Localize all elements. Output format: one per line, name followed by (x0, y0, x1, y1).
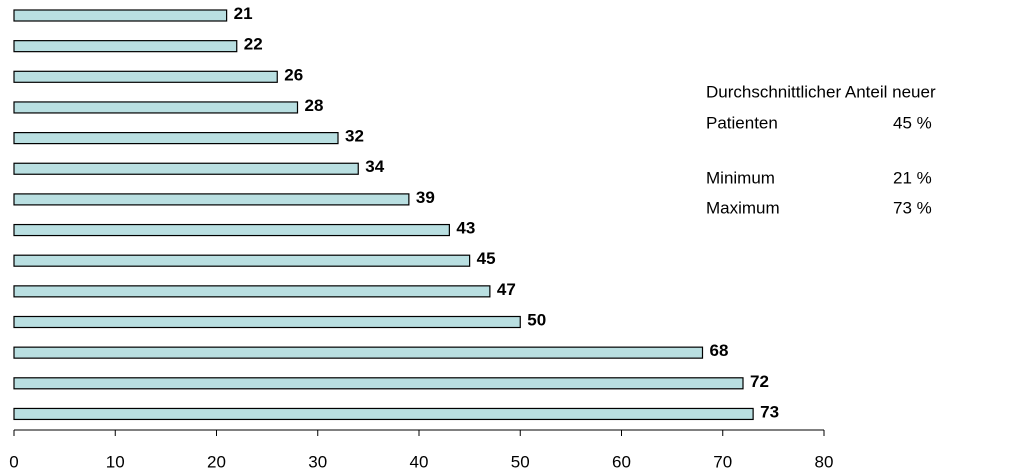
bar (13, 315, 521, 329)
value-label: 22 (244, 35, 263, 54)
annotation-value: 73 % (893, 198, 932, 217)
value-label: 28 (305, 96, 324, 115)
bar (13, 132, 339, 145)
value-label: 45 (477, 249, 496, 268)
value-label: 47 (497, 280, 516, 299)
x-tick-label: 0 (9, 452, 18, 471)
x-tick-label: 10 (106, 452, 125, 471)
annotation-value: 21 % (893, 168, 932, 187)
value-label: 26 (284, 65, 303, 84)
bar (13, 285, 491, 298)
value-label: 32 (345, 127, 364, 146)
bar (13, 9, 228, 22)
annotation-heading: Durchschnittlicher Anteil neuer (706, 82, 936, 101)
bar (13, 407, 754, 421)
annotation-label: Maximum (706, 198, 780, 217)
annotation-value: 45 % (893, 113, 932, 132)
x-tick-label: 30 (308, 452, 327, 471)
x-tick-label: 80 (815, 452, 834, 471)
annotation-label: Minimum (706, 168, 775, 187)
bar (13, 254, 471, 267)
bar (13, 40, 238, 53)
bar (13, 193, 410, 206)
bar (13, 223, 450, 237)
bar (13, 346, 704, 359)
value-label: 68 (710, 341, 729, 360)
bar (13, 377, 744, 390)
value-label: 50 (527, 310, 546, 329)
bar (13, 101, 299, 114)
value-label: 39 (416, 188, 435, 207)
annotation-label: Patienten (706, 113, 778, 132)
value-label: 34 (365, 157, 384, 176)
bar (13, 162, 359, 175)
value-label: 73 (760, 402, 779, 421)
x-tick-label: 40 (410, 452, 429, 471)
value-label: 43 (456, 219, 475, 238)
x-tick-label: 70 (713, 452, 732, 471)
value-label: 21 (234, 4, 253, 23)
x-tick-label: 50 (511, 452, 530, 471)
value-label: 72 (750, 372, 769, 391)
bar (13, 70, 278, 83)
x-tick-label: 20 (207, 452, 226, 471)
x-tick-label: 60 (612, 452, 631, 471)
